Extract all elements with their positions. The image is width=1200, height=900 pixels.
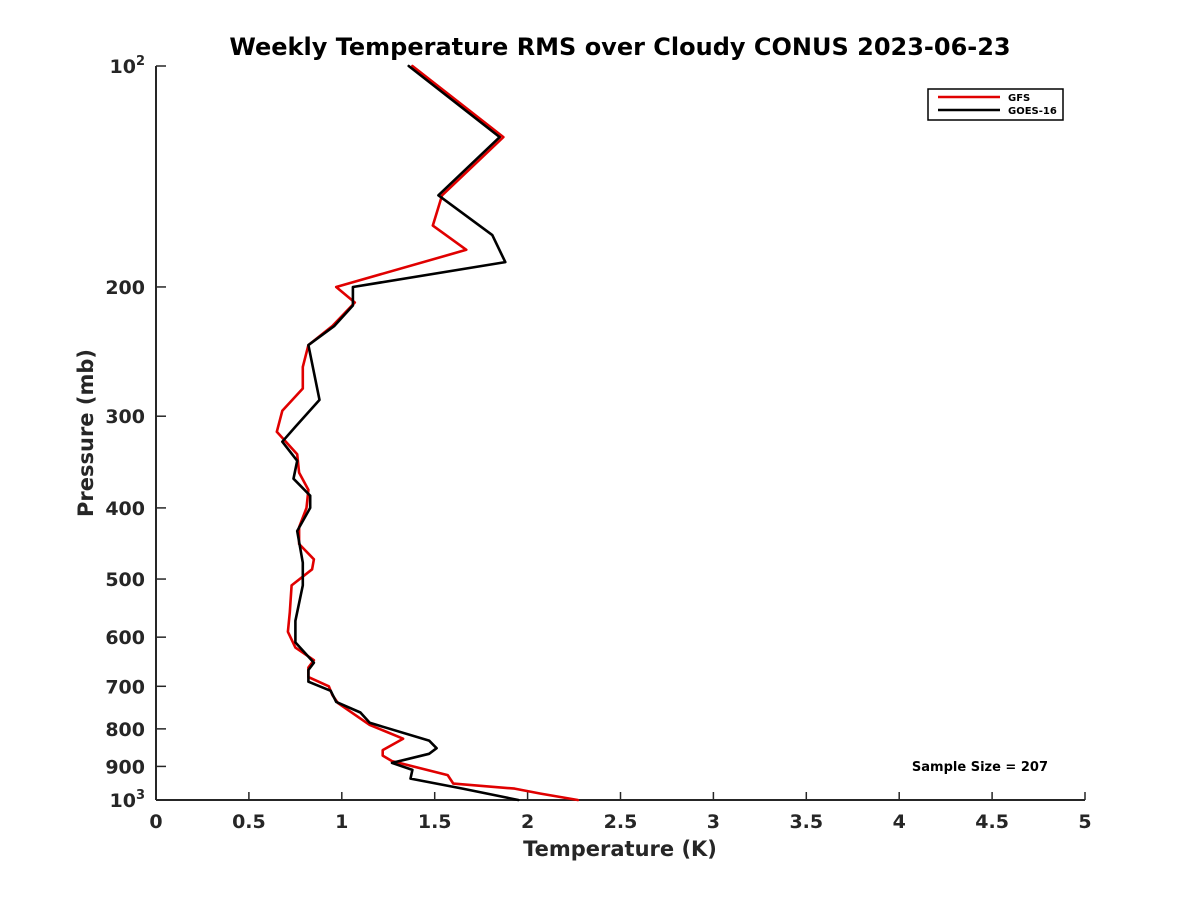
x-tick-label: 4 <box>893 811 906 833</box>
chart-title: Weekly Temperature RMS over Cloudy CONUS… <box>229 33 1010 61</box>
legend-box <box>927 88 1064 121</box>
series-line-gfs <box>275 64 580 802</box>
y-tick-label: 103 <box>110 788 146 812</box>
y-tick-label: 200 <box>105 277 145 299</box>
x-tick-label: 0.5 <box>232 811 266 833</box>
series-lines <box>275 64 580 802</box>
y-tick-label: 300 <box>105 406 145 428</box>
x-tick-label: 5 <box>1078 811 1091 833</box>
x-ticks: 0 0.5 1 1.5 2 2.5 3 3.5 4 4.5 5 <box>149 792 1092 833</box>
x-tick-label: 3 <box>707 811 720 833</box>
x-tick-label: 3.5 <box>789 811 823 833</box>
axes <box>155 66 1085 801</box>
y-tick-label: 700 <box>105 676 145 698</box>
y-axis-label: Pressure (mb) <box>74 349 98 517</box>
series-line-goes16 <box>280 64 520 802</box>
legend: GFS GOES-16 <box>927 88 1064 121</box>
y-tick-label: 400 <box>105 498 145 520</box>
x-tick-label: 4.5 <box>975 811 1009 833</box>
y-tick-label: 102 <box>110 54 146 78</box>
sample-size-annotation: Sample Size = 207 <box>912 760 1048 775</box>
y-tick-label: 600 <box>105 627 145 649</box>
y-ticks: 102 200 300 400 500 600 700 800 900 103 <box>105 54 166 812</box>
x-tick-label: 0 <box>149 811 162 833</box>
x-tick-label: 2 <box>521 811 534 833</box>
y-tick-label: 500 <box>105 569 145 591</box>
x-axis-label: Temperature (K) <box>523 837 717 861</box>
x-tick-label: 2.5 <box>604 811 638 833</box>
legend-label-gfs: GFS <box>1008 93 1030 104</box>
x-tick-label: 1 <box>335 811 348 833</box>
y-tick-label: 900 <box>105 756 145 778</box>
legend-label-goes16: GOES-16 <box>1008 106 1057 117</box>
y-tick-label: 800 <box>105 719 145 741</box>
x-tick-label: 1.5 <box>418 811 452 833</box>
